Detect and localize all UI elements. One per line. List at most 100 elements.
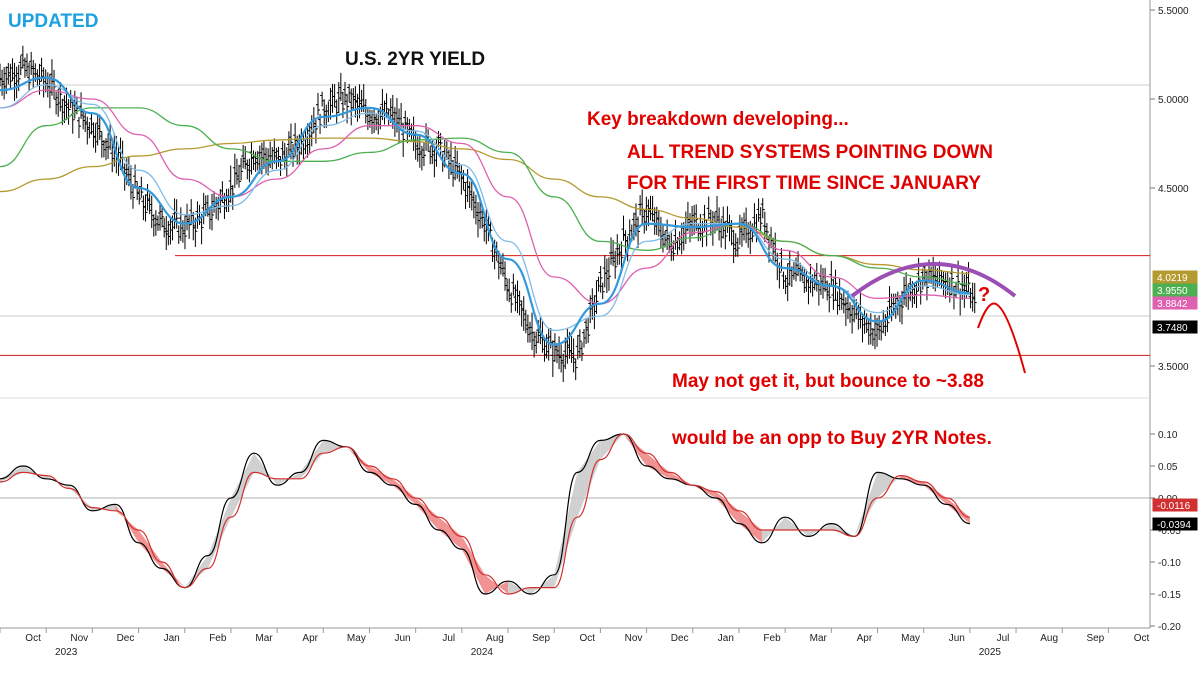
ohlc-bar bbox=[421, 142, 426, 167]
ohlc-bar bbox=[636, 216, 641, 248]
ohlc-bar bbox=[58, 81, 63, 112]
month-label: Jan bbox=[164, 633, 180, 644]
year-label: 2025 bbox=[979, 647, 1002, 658]
ohlc-bar bbox=[8, 63, 13, 89]
moving-average-line bbox=[0, 89, 970, 305]
red-projection-path bbox=[977, 302, 1026, 374]
oscillator-y-tick-label: -0.05 bbox=[1158, 526, 1181, 537]
oscillator-fill-segment bbox=[946, 498, 970, 524]
oscillator-fill-segment bbox=[230, 453, 255, 518]
ohlc-bar bbox=[66, 99, 71, 125]
oscillator-fill-segment bbox=[161, 562, 185, 588]
ohlc-bar bbox=[606, 257, 611, 291]
updated-tag: UPDATED bbox=[8, 11, 98, 32]
price-y-tick-label: 5.5000 bbox=[1158, 6, 1189, 17]
month-label: Feb bbox=[763, 633, 781, 644]
svg-text:3.9550: 3.9550 bbox=[1157, 286, 1188, 297]
oscillator-fill-segment bbox=[738, 510, 763, 543]
annotation-line-3: FOR THE FIRST TIME SINCE JANUARY bbox=[627, 173, 981, 194]
ohlc-bar bbox=[760, 198, 765, 219]
month-label: Oct bbox=[580, 633, 596, 644]
month-label: Apr bbox=[857, 633, 873, 644]
month-label: Mar bbox=[810, 633, 828, 644]
last-value-tag: -0.0116 bbox=[1152, 498, 1198, 512]
price-y-tick-label: 3.5000 bbox=[1158, 362, 1189, 373]
ohlc-bar bbox=[509, 292, 514, 313]
svg-text:-0.0116: -0.0116 bbox=[1157, 501, 1191, 512]
ohlc-bar bbox=[598, 265, 603, 293]
month-label: Apr bbox=[302, 633, 318, 644]
oscillator-fill-segment bbox=[415, 498, 439, 530]
oscillator-panel bbox=[0, 433, 970, 595]
ohlc-bar bbox=[594, 280, 599, 314]
oscillator-fill-segment bbox=[646, 453, 670, 479]
month-label: Jan bbox=[718, 633, 734, 644]
ohlc-bar bbox=[76, 116, 81, 139]
ohlc-bar bbox=[577, 329, 582, 358]
oscillator-line bbox=[0, 433, 970, 595]
month-label: Jun bbox=[949, 633, 965, 644]
oscillator-fill-segment bbox=[554, 472, 578, 588]
ohlc-bar bbox=[573, 358, 578, 381]
month-label: Sep bbox=[532, 633, 550, 644]
ohlc-bar bbox=[972, 282, 977, 314]
month-label: Aug bbox=[486, 633, 504, 644]
moving-average-line bbox=[0, 84, 970, 332]
svg-text:4.0219: 4.0219 bbox=[1157, 273, 1188, 284]
last-value-tag: 3.7480 bbox=[1152, 320, 1198, 334]
annotation-line-4: May not get it, but bounce to ~3.88 bbox=[672, 371, 984, 392]
oscillator-y-tick-label: -0.10 bbox=[1158, 558, 1181, 569]
ohlc-bar bbox=[833, 269, 838, 301]
month-label: Jun bbox=[395, 633, 411, 644]
ohlc-bar bbox=[613, 250, 618, 279]
year-label: 2023 bbox=[55, 647, 78, 658]
ohlc-bar bbox=[143, 194, 148, 222]
oscillator-fill-segment bbox=[900, 475, 924, 486]
ohlc-bar bbox=[160, 206, 165, 228]
ohlc-bar bbox=[758, 207, 763, 233]
year-label: 2024 bbox=[471, 647, 494, 658]
month-label: Dec bbox=[117, 633, 135, 644]
ohlc-bar bbox=[131, 184, 136, 209]
moving-average-line bbox=[0, 107, 970, 285]
ohlc-bar bbox=[735, 237, 740, 257]
oscillator-fill-segment bbox=[438, 517, 462, 550]
month-label: Jul bbox=[442, 633, 455, 644]
ohlc-bar bbox=[966, 262, 971, 294]
question-mark: ? bbox=[978, 284, 990, 306]
ohlc-bar bbox=[313, 119, 318, 144]
ohlc-bar bbox=[503, 261, 508, 291]
moving-average-line bbox=[0, 76, 970, 346]
month-label: Aug bbox=[1040, 633, 1058, 644]
annotation-line-5: would be an opp to Buy 2YR Notes. bbox=[671, 428, 992, 449]
last-value-tags: 4.0219 3.9550 3.8842 3.7480 -0.0116 -0.0394 bbox=[1152, 270, 1198, 531]
chart-title: U.S. 2YR YIELD bbox=[345, 49, 485, 70]
oscillator-y-tick-label: -0.15 bbox=[1158, 590, 1181, 601]
ohlc-bar bbox=[137, 186, 142, 205]
svg-text:-0.0394: -0.0394 bbox=[1157, 520, 1191, 531]
oscillator-fill-segment bbox=[392, 478, 416, 505]
oscillator-y-tick-label: 0.10 bbox=[1158, 430, 1178, 441]
oscillator-fill-segment bbox=[715, 491, 739, 524]
svg-text:3.8842: 3.8842 bbox=[1157, 299, 1188, 310]
ohlc-bar bbox=[579, 342, 584, 362]
last-value-tag: -0.0394 bbox=[1152, 517, 1198, 531]
oscillator-y-tick-label: 0.05 bbox=[1158, 462, 1178, 473]
ohlc-bar bbox=[199, 213, 204, 245]
month-label: Feb bbox=[209, 633, 227, 644]
ohlc-bar bbox=[831, 279, 836, 310]
oscillator-fill-segment bbox=[346, 446, 370, 473]
annotation-line-1: Key breakdown developing... bbox=[587, 109, 849, 130]
ohlc-bar bbox=[315, 92, 320, 116]
oscillator-fill-segment bbox=[254, 453, 278, 486]
ohlc-bar bbox=[278, 156, 283, 176]
oscillator-y-tick-label: -0.20 bbox=[1158, 622, 1181, 633]
month-label: May bbox=[347, 633, 366, 644]
price-y-tick-label: 4.5000 bbox=[1158, 184, 1189, 195]
price-y-tick-label: 5.0000 bbox=[1158, 95, 1189, 106]
oscillator-fill-segment bbox=[577, 440, 601, 518]
oscillator-fill-segment bbox=[461, 536, 485, 594]
month-label: Nov bbox=[70, 633, 88, 644]
ohlc-bar bbox=[97, 114, 102, 141]
